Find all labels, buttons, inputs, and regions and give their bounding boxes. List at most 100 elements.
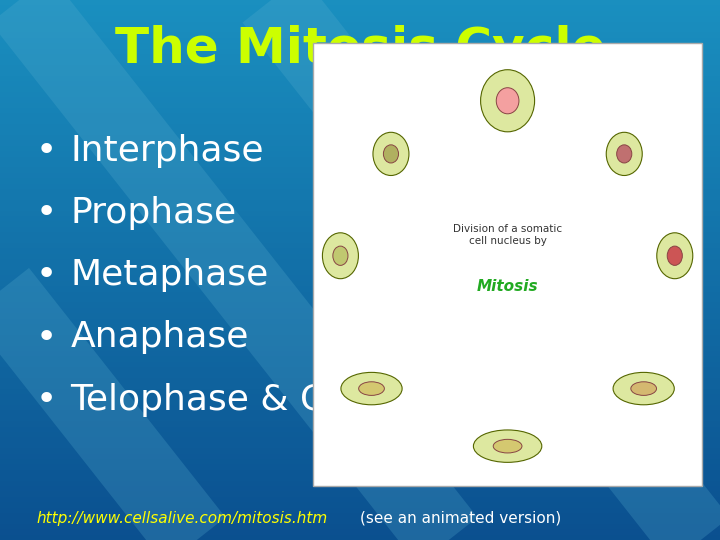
Text: •: • (36, 259, 58, 292)
Bar (0, 124, 720, 130)
Bar (0, 211, 720, 216)
Bar (0, 351, 720, 356)
Bar (0, 216, 720, 221)
Bar (0, 167, 720, 173)
Bar (0, 297, 720, 302)
Text: http://www.cellsalive.com/mitosis.htm: http://www.cellsalive.com/mitosis.htm (36, 511, 328, 526)
Bar (0, 281, 720, 286)
Bar (0, 346, 720, 351)
Bar (0, 367, 720, 373)
Bar (0, 248, 720, 254)
Bar (0, 54, 720, 59)
Ellipse shape (474, 430, 542, 462)
Text: The Mitosis Cycle: The Mitosis Cycle (114, 25, 606, 72)
Bar (0, 157, 720, 162)
Bar (0, 470, 720, 475)
Ellipse shape (323, 233, 359, 279)
Bar (0, 151, 720, 157)
Ellipse shape (373, 132, 409, 176)
Bar (0, 22, 720, 27)
Bar (0, 421, 720, 427)
Bar (0, 238, 720, 243)
Bar (0, 313, 720, 319)
Bar (0, 513, 720, 518)
Text: Mitosis: Mitosis (477, 279, 539, 294)
Bar (0, 389, 720, 394)
Bar (0, 410, 720, 416)
Bar (0, 400, 720, 405)
Bar (0, 475, 720, 481)
Bar (0, 518, 720, 524)
Bar (0, 194, 720, 200)
Bar (0, 275, 720, 281)
Bar (0, 508, 720, 513)
Bar (0, 38, 720, 43)
Bar (0, 464, 720, 470)
Bar (0, 140, 720, 146)
Bar (0, 0, 720, 5)
Bar (0, 481, 720, 486)
Bar (0, 459, 720, 464)
Bar (313, 43, 702, 486)
Bar (0, 454, 720, 459)
Ellipse shape (657, 233, 693, 279)
Bar (0, 92, 720, 97)
Bar (0, 243, 720, 248)
Bar (0, 356, 720, 362)
Bar (0, 184, 720, 189)
Bar (0, 221, 720, 227)
Bar (0, 135, 720, 140)
Bar (0, 254, 720, 259)
Bar (0, 529, 720, 535)
Bar (0, 205, 720, 211)
Bar (0, 70, 720, 76)
Bar (0, 81, 720, 86)
Bar (0, 437, 720, 443)
Ellipse shape (496, 87, 519, 114)
Ellipse shape (631, 382, 657, 395)
Bar (0, 383, 720, 389)
Bar (0, 524, 720, 529)
Bar (0, 146, 720, 151)
Bar (0, 491, 720, 497)
Bar (0, 443, 720, 448)
Ellipse shape (481, 70, 534, 132)
Bar (0, 189, 720, 194)
Bar (0, 324, 720, 329)
Bar (0, 329, 720, 335)
Bar (0, 502, 720, 508)
Ellipse shape (359, 382, 384, 395)
Bar (0, 486, 720, 491)
Bar (0, 162, 720, 167)
Bar (0, 340, 720, 346)
Text: (see an animated version): (see an animated version) (360, 511, 562, 526)
Text: Division of a somatic
cell nucleus by: Division of a somatic cell nucleus by (453, 224, 562, 246)
Text: Prophase: Prophase (71, 197, 237, 230)
Text: •: • (36, 134, 58, 168)
Bar (0, 232, 720, 238)
Bar (0, 270, 720, 275)
Bar (0, 394, 720, 400)
Bar (0, 286, 720, 292)
Ellipse shape (341, 373, 402, 405)
Bar (0, 416, 720, 421)
Text: Anaphase: Anaphase (71, 321, 249, 354)
Ellipse shape (606, 132, 642, 176)
Bar (0, 292, 720, 297)
Bar (0, 49, 720, 54)
Bar (0, 113, 720, 119)
Bar (0, 16, 720, 22)
Bar (0, 65, 720, 70)
Bar (0, 178, 720, 184)
Bar (0, 378, 720, 383)
Text: Interphase: Interphase (71, 134, 264, 168)
Bar (0, 448, 720, 454)
Ellipse shape (667, 246, 683, 265)
Bar (0, 432, 720, 437)
Text: Telophase & Cytokinesis: Telophase & Cytokinesis (71, 383, 507, 416)
Bar (0, 173, 720, 178)
Bar (0, 97, 720, 103)
Bar (0, 265, 720, 270)
Bar (0, 27, 720, 32)
Bar (0, 32, 720, 38)
